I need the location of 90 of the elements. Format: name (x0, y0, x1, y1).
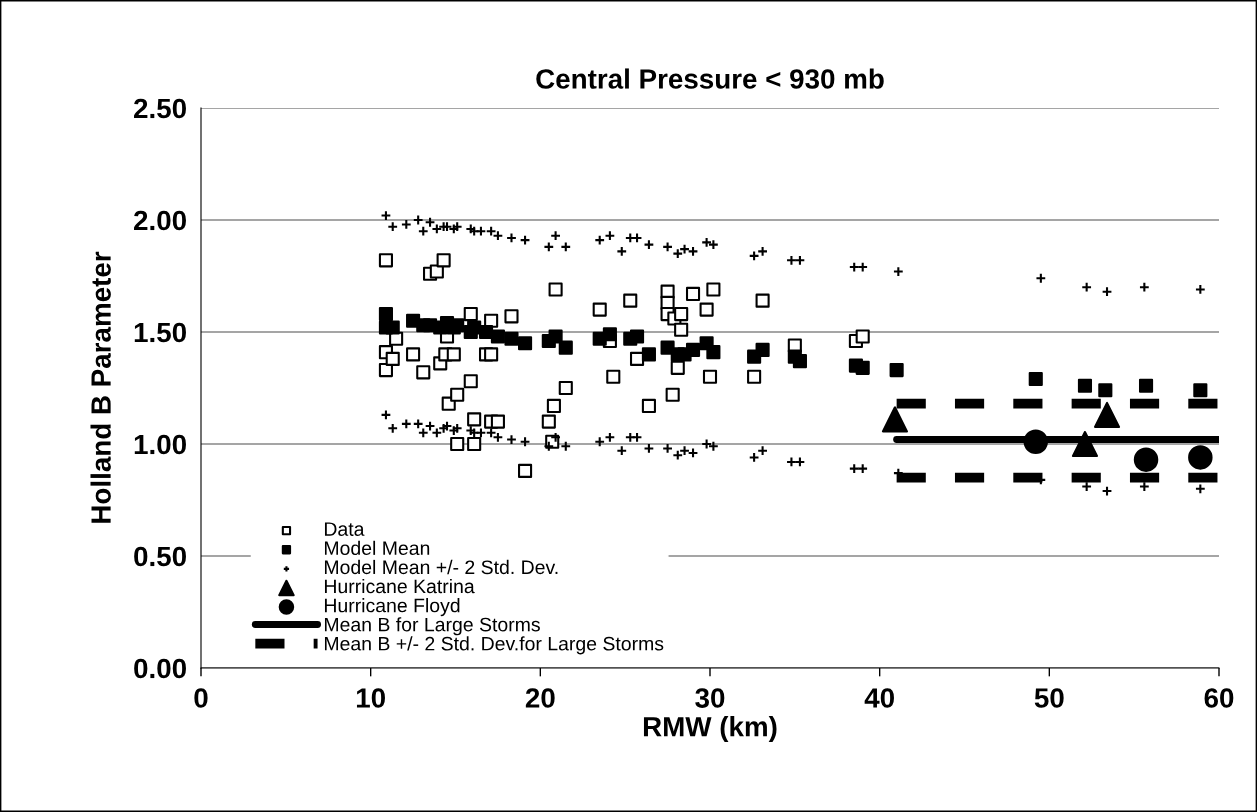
legend-label: Mean B +/- 2 Std. Dev.for Large Storms (324, 636, 664, 655)
point (546, 398, 561, 413)
point (792, 354, 807, 369)
y-tick-label: 0.00 (134, 658, 186, 679)
point (467, 412, 482, 427)
x-tick-label: 50 (1034, 688, 1064, 708)
point (706, 345, 721, 360)
point (1077, 378, 1093, 393)
point (665, 387, 680, 402)
point (490, 329, 505, 344)
point (641, 398, 656, 413)
x-tick-label: 10 (356, 688, 385, 708)
y-tick-label: 2.00 (134, 210, 186, 231)
point (755, 293, 770, 308)
point (504, 331, 519, 346)
point (1023, 429, 1048, 454)
x-tick-label: 30 (695, 688, 725, 708)
point (446, 347, 461, 362)
point (416, 365, 431, 380)
legend-label: Hurricane Floyd (324, 598, 460, 617)
point (484, 347, 499, 362)
point (558, 380, 573, 396)
point (1138, 378, 1154, 393)
point (463, 307, 478, 322)
y-axis-title: Holland B Parameter (90, 251, 111, 523)
point (1093, 401, 1121, 428)
point (685, 286, 701, 301)
point (706, 282, 721, 297)
point (1133, 447, 1159, 472)
point (592, 302, 607, 317)
point (518, 336, 533, 351)
point (548, 282, 563, 297)
point (623, 293, 638, 308)
point (641, 347, 656, 362)
point (629, 351, 645, 366)
point (1188, 445, 1213, 470)
x-tick-label: 40 (864, 688, 894, 708)
point (436, 253, 451, 268)
point (1193, 383, 1208, 398)
point (490, 414, 505, 429)
point (385, 351, 400, 366)
x-tick-label: 0 (194, 688, 208, 708)
point (1028, 371, 1043, 387)
point (541, 414, 556, 429)
point (378, 307, 393, 322)
point (518, 463, 533, 478)
point (1098, 383, 1113, 398)
y-tick-label: 2.50 (134, 98, 186, 119)
point (463, 374, 478, 389)
point (450, 387, 465, 402)
point (378, 253, 393, 268)
point (467, 436, 482, 452)
point (629, 329, 645, 344)
point (855, 329, 870, 344)
point (702, 369, 718, 384)
point (699, 302, 714, 317)
point (881, 406, 908, 433)
point (450, 436, 465, 452)
legend-label: Model Mean (324, 540, 430, 556)
point (1071, 430, 1099, 458)
point (406, 347, 421, 362)
legend-label: Hurricane Katrina (324, 578, 475, 594)
point (674, 307, 689, 322)
point (478, 324, 494, 340)
legend-label: Model Mean +/- 2 Std. Dev. (324, 559, 558, 575)
chart-title: Central Pressure < 930 mb (536, 68, 884, 89)
point (674, 322, 689, 337)
point (378, 363, 393, 378)
point (606, 369, 621, 384)
point (747, 369, 762, 384)
x-axis-title: RMW (km) (643, 716, 777, 743)
x-tick-label: 60 (1204, 688, 1234, 708)
point (467, 320, 482, 335)
point (558, 340, 573, 355)
point (504, 309, 519, 324)
y-tick-label: 1.00 (134, 434, 186, 455)
point (685, 342, 701, 357)
point (385, 320, 400, 335)
point (670, 360, 685, 375)
x-tick-label: 20 (525, 688, 555, 708)
point (855, 360, 870, 375)
y-tick-label: 0.50 (134, 546, 186, 567)
y-tick-label: 1.50 (134, 322, 186, 343)
point (889, 363, 904, 378)
legend-label: Data (324, 522, 365, 536)
point (548, 329, 563, 344)
legend-label: Mean B for Large Storms (324, 617, 540, 636)
point (602, 327, 617, 342)
point (755, 342, 770, 357)
point (429, 264, 444, 279)
